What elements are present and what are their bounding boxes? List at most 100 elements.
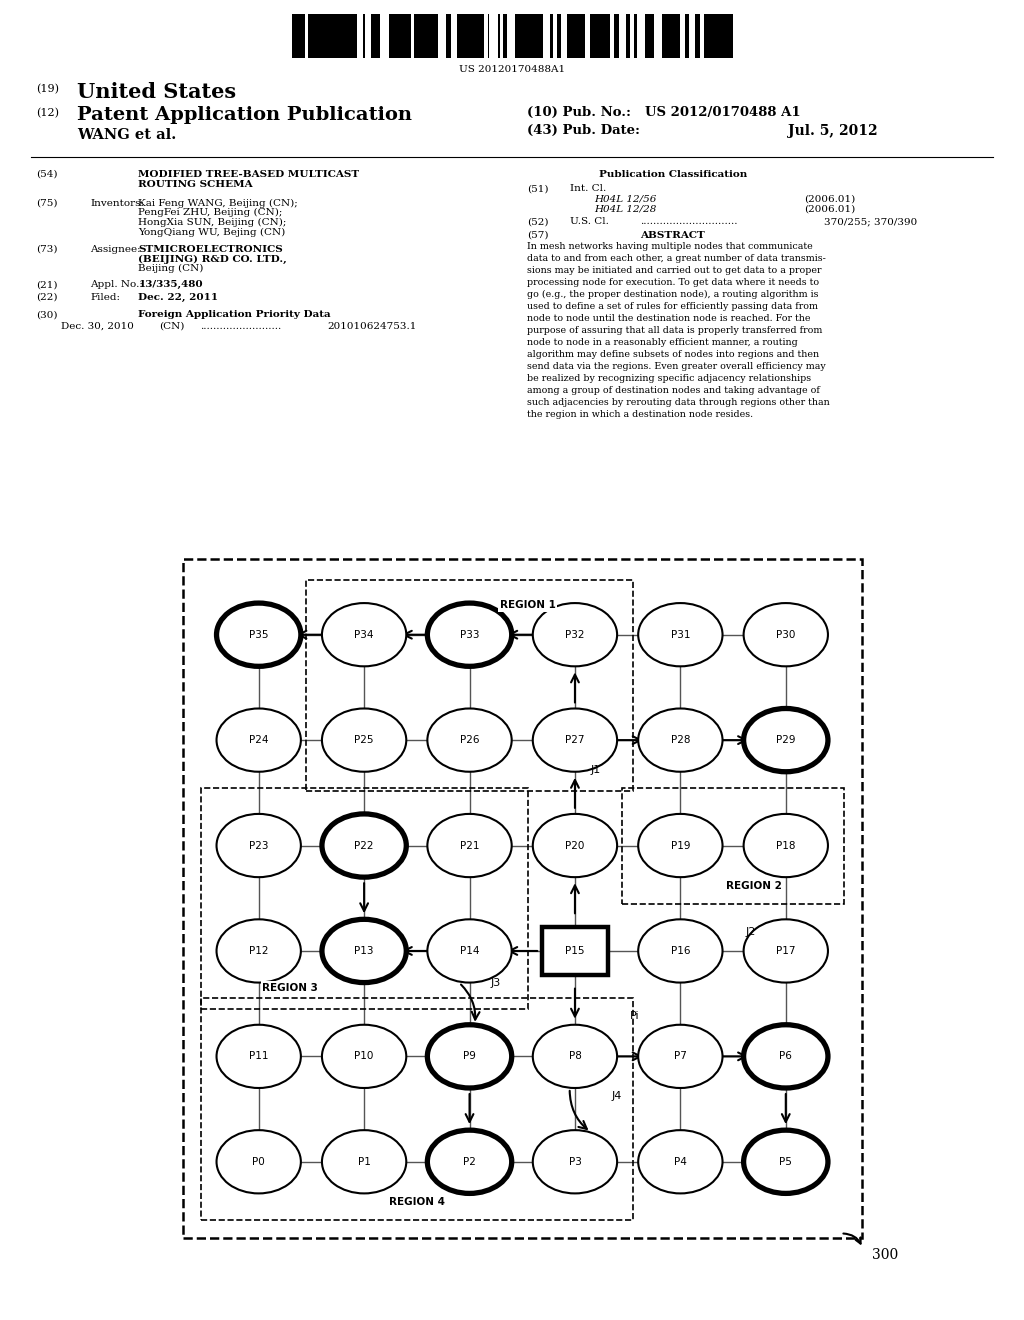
Bar: [500, 15, 503, 58]
Bar: [438, 15, 445, 58]
Text: P20: P20: [565, 841, 585, 850]
Bar: [638, 15, 645, 58]
Text: P25: P25: [354, 735, 374, 744]
Text: P18: P18: [776, 841, 796, 850]
Bar: [654, 15, 663, 58]
Ellipse shape: [638, 1130, 723, 1193]
Ellipse shape: [638, 919, 723, 982]
Text: (BEIJING) R&D CO. LTD.,: (BEIJING) R&D CO. LTD.,: [138, 255, 287, 264]
Text: Publication Classification: Publication Classification: [599, 169, 748, 178]
Text: WANG et al.: WANG et al.: [77, 128, 176, 141]
Bar: [733, 15, 739, 58]
Text: P23: P23: [249, 841, 268, 850]
Text: 300: 300: [872, 1247, 898, 1262]
Text: 370/255; 370/390: 370/255; 370/390: [824, 218, 918, 226]
Text: P2: P2: [463, 1156, 476, 1167]
Text: (10) Pub. No.:: (10) Pub. No.:: [527, 106, 632, 119]
Ellipse shape: [532, 1130, 617, 1193]
Text: P11: P11: [249, 1051, 268, 1061]
Bar: [201, 788, 527, 1008]
Text: Dec. 22, 2011: Dec. 22, 2011: [138, 293, 218, 302]
Text: 13/335,480: 13/335,480: [138, 280, 203, 289]
Bar: [357, 15, 362, 58]
Text: P26: P26: [460, 735, 479, 744]
Ellipse shape: [427, 1024, 512, 1088]
Text: (21): (21): [36, 280, 57, 289]
Text: P10: P10: [354, 1051, 374, 1061]
Text: .........................: .........................: [200, 322, 281, 331]
Text: (43) Pub. Date:: (43) Pub. Date:: [527, 124, 640, 137]
Text: (54): (54): [36, 169, 57, 178]
Ellipse shape: [532, 1024, 617, 1088]
Text: (19): (19): [36, 84, 58, 95]
Text: P0: P0: [252, 1156, 265, 1167]
Text: (CN): (CN): [159, 322, 184, 331]
Bar: [304, 15, 308, 58]
Bar: [699, 15, 705, 58]
Text: P22: P22: [354, 841, 374, 850]
Text: P17: P17: [776, 946, 796, 956]
Text: (2006.01): (2006.01): [804, 194, 855, 203]
Text: (22): (22): [36, 293, 57, 302]
Bar: [201, 998, 633, 1220]
Bar: [585, 15, 590, 58]
Ellipse shape: [638, 709, 723, 772]
Bar: [543, 927, 607, 975]
Ellipse shape: [216, 1130, 301, 1193]
Text: Appl. No.:: Appl. No.:: [90, 280, 143, 289]
Ellipse shape: [322, 1130, 407, 1193]
Text: YongQiang WU, Bejing (CN): YongQiang WU, Bejing (CN): [138, 227, 286, 236]
Ellipse shape: [743, 1130, 828, 1193]
Text: HongXia SUN, Beijing (CN);: HongXia SUN, Beijing (CN);: [138, 218, 287, 227]
Text: US 2012/0170488 A1: US 2012/0170488 A1: [645, 106, 801, 119]
Bar: [553, 15, 557, 58]
Bar: [618, 15, 626, 58]
Ellipse shape: [638, 603, 723, 667]
Text: P16: P16: [671, 946, 690, 956]
Text: P34: P34: [354, 630, 374, 640]
Text: P9: P9: [463, 1051, 476, 1061]
Text: P6: P6: [779, 1051, 793, 1061]
Ellipse shape: [427, 814, 512, 878]
Ellipse shape: [427, 919, 512, 982]
Ellipse shape: [427, 603, 512, 667]
Ellipse shape: [427, 709, 512, 772]
Text: P24: P24: [249, 735, 268, 744]
Text: P13: P13: [354, 946, 374, 956]
Text: P5: P5: [779, 1156, 793, 1167]
Bar: [411, 15, 415, 58]
Text: United States: United States: [77, 82, 236, 102]
Text: P35: P35: [249, 630, 268, 640]
Text: P4: P4: [674, 1156, 687, 1167]
Text: US 20120170488A1: US 20120170488A1: [459, 65, 565, 74]
Text: H04L 12/28: H04L 12/28: [594, 205, 656, 214]
Ellipse shape: [427, 1130, 512, 1193]
Ellipse shape: [532, 603, 617, 667]
Text: REGION 4: REGION 4: [389, 1197, 444, 1206]
Ellipse shape: [638, 814, 723, 878]
Bar: [287, 15, 292, 58]
Text: P30: P30: [776, 630, 796, 640]
Text: ABSTRACT: ABSTRACT: [640, 231, 705, 240]
Ellipse shape: [638, 1024, 723, 1088]
Bar: [306, 579, 633, 791]
Text: P31: P31: [671, 630, 690, 640]
Text: PengFei ZHU, Beijing (CN);: PengFei ZHU, Beijing (CN);: [138, 209, 283, 218]
Ellipse shape: [743, 814, 828, 878]
Text: H04L 12/56: H04L 12/56: [594, 194, 656, 203]
Text: P15: P15: [565, 946, 585, 956]
Text: P33: P33: [460, 630, 479, 640]
Ellipse shape: [532, 814, 617, 878]
Bar: [489, 15, 498, 58]
Text: Assignee:: Assignee:: [90, 244, 140, 253]
Ellipse shape: [322, 709, 407, 772]
Text: (12): (12): [36, 108, 58, 119]
Bar: [451, 15, 458, 58]
Text: ..............................: ..............................: [640, 218, 737, 226]
Ellipse shape: [322, 603, 407, 667]
Text: P14: P14: [460, 946, 479, 956]
Text: P27: P27: [565, 735, 585, 744]
Text: REGION 3: REGION 3: [262, 983, 318, 993]
Bar: [287, 15, 737, 58]
Ellipse shape: [322, 814, 407, 878]
